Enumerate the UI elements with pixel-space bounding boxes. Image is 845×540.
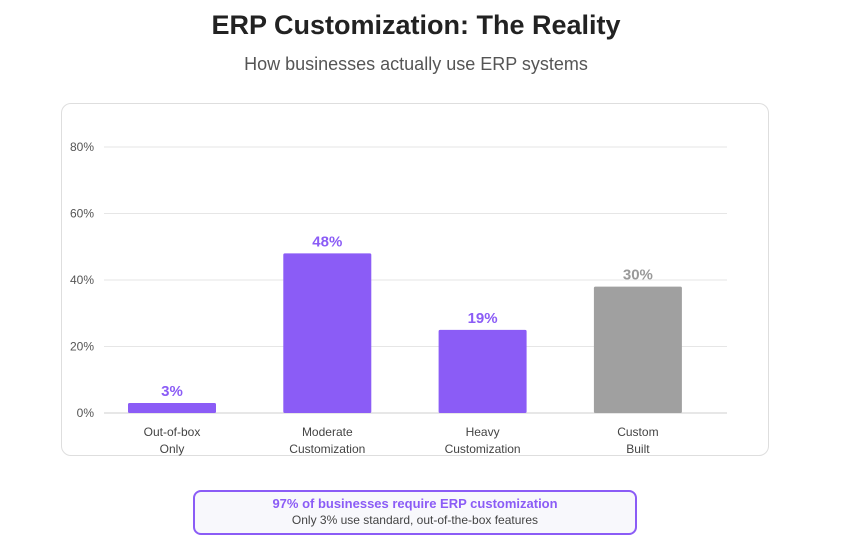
summary-callout: 97% of businesses require ERP customizat…: [193, 490, 637, 535]
bar: [283, 253, 372, 413]
category-label: Out-of-box: [144, 425, 201, 439]
category-label: Custom: [617, 425, 658, 439]
category-label: Moderate: [302, 425, 353, 439]
y-tick-label: 60%: [70, 207, 94, 221]
callout-detail: Only 3% use standard, out-of-the-box fea…: [291, 513, 539, 527]
bar: [438, 329, 527, 413]
data-label: 30%: [623, 267, 653, 284]
y-tick-label: 0%: [77, 406, 95, 420]
data-label: 19%: [468, 310, 498, 327]
category-label: Built: [626, 442, 650, 456]
data-label: 48%: [312, 233, 342, 250]
y-tick-label: 40%: [70, 273, 94, 287]
bar: [128, 403, 216, 413]
category-label: Heavy: [466, 425, 500, 439]
chart-title: ERP Customization: The Reality: [211, 10, 621, 40]
y-tick-label: 80%: [70, 140, 94, 154]
bar: [593, 286, 682, 413]
data-label: 3%: [161, 383, 183, 400]
category-label: Customization: [289, 442, 365, 456]
category-label: Customization: [445, 442, 521, 456]
category-label: Only: [160, 442, 185, 456]
callout-headline: 97% of businesses require ERP customizat…: [272, 496, 558, 511]
y-tick-label: 20%: [70, 340, 94, 354]
chart-subtitle: How businesses actually use ERP systems: [244, 54, 588, 74]
